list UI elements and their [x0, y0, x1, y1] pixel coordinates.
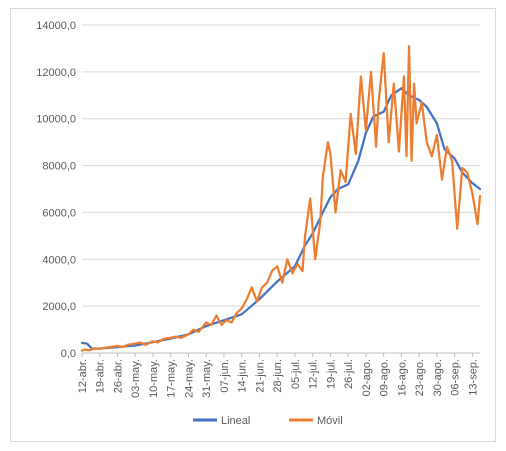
series-line-lineal: [80, 87, 482, 350]
chart-frame: [10, 8, 496, 442]
x-tick-label: 07-jun.: [219, 359, 231, 393]
series-lines: [80, 44, 482, 352]
x-tick-label: 02-ago.: [361, 359, 373, 396]
x-tick-label: 26-jul.: [343, 359, 355, 389]
series-line-movil: [80, 44, 482, 352]
x-tick-label: 12-abr.: [77, 359, 89, 393]
x-tick-label: 10-may.: [148, 359, 160, 398]
y-axis: 0,0 2000,0 4000,0 6000,0 8000,0 10000,0 12000,…: [36, 20, 76, 360]
x-tick-label: 30-ago.: [432, 359, 444, 396]
y-tick-label: 4000,0: [42, 254, 76, 266]
x-tick-label: 14-jun.: [237, 359, 249, 393]
x-tick-label: 17-may.: [166, 359, 178, 398]
x-tick-label: 13-sep.: [467, 359, 479, 396]
x-tick-label: 16-ago.: [396, 359, 408, 396]
y-tick-label: 0,0: [61, 348, 76, 360]
x-tick-label: 19-abr.: [95, 359, 107, 393]
legend-label: Móvil: [317, 415, 343, 427]
y-tick-label: 10000,0: [36, 114, 76, 126]
x-tick-label: 24-may.: [183, 359, 195, 398]
x-tick-label: 21-jun.: [254, 359, 266, 393]
y-tick-label: 2000,0: [42, 301, 76, 313]
x-tick-label: 26-abr.: [112, 359, 124, 393]
x-tick-label: 03-may.: [130, 359, 142, 398]
x-axis: 12-abr. 19-abr. 26-abr. 03-may. 10-may. 17-ma…: [77, 352, 480, 398]
x-tick-label: 23-ago.: [414, 359, 426, 396]
x-tick-label: 12-jul.: [308, 359, 320, 389]
y-tick-label: 6000,0: [42, 207, 76, 219]
y-tick-label: 14000,0: [36, 20, 76, 32]
x-tick-label: 28-jun.: [272, 359, 284, 393]
x-tick-label: 06-sep.: [450, 359, 462, 396]
x-tick-label: 19-jul.: [325, 359, 337, 389]
y-tick-label: 8000,0: [42, 161, 76, 173]
legend-label: Lineal: [221, 415, 250, 427]
legend: Lineal Móvil: [193, 415, 343, 427]
x-tick-label: 09-ago.: [379, 359, 391, 396]
x-tick-label: 31-may.: [201, 359, 213, 398]
gridlines: [82, 24, 480, 354]
x-tick-label: 05-jul.: [290, 359, 302, 389]
y-tick-label: 12000,0: [36, 67, 76, 79]
